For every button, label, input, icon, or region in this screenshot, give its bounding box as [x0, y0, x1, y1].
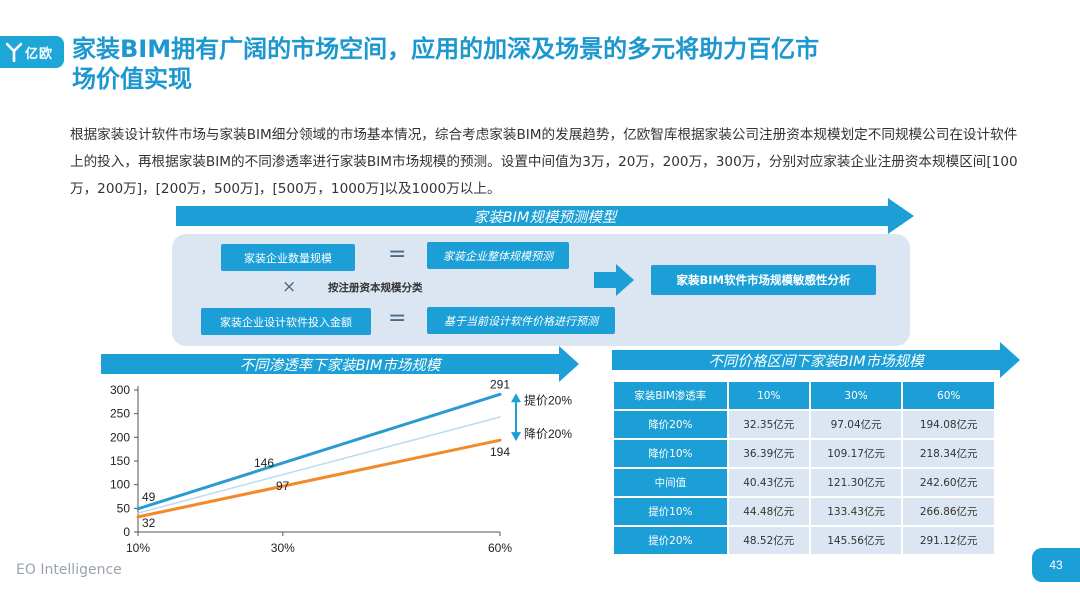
table-cell: 40.43亿元 — [728, 469, 809, 496]
table-cell: 121.30亿元 — [810, 469, 902, 496]
table-header-cell: 30% — [810, 382, 902, 409]
series-line — [136, 438, 502, 519]
y-tick-label: 100 — [110, 478, 130, 492]
arrow-up-icon — [511, 393, 521, 403]
table-header-cell: 10% — [728, 382, 809, 409]
series-line — [136, 392, 502, 511]
price-range-table: 家装BIM渗透率 10% 30% 60% 降价20% 32.35亿元 97.04… — [612, 380, 996, 556]
table-cell: 133.43亿元 — [810, 498, 902, 525]
data-label: 49 — [142, 490, 156, 504]
data-label: 291 — [490, 378, 510, 391]
table-header-cell: 家装BIM渗透率 — [614, 382, 727, 409]
row-header: 降价20% — [614, 411, 727, 438]
box-price-prediction: 基于当前设计软件价格进行预测 — [427, 307, 615, 334]
y-logo-icon — [5, 42, 23, 63]
y-tick-label: 50 — [117, 501, 131, 515]
series-line — [137, 416, 501, 514]
table-banner: 不同价格区间下家装BIM市场规模 — [612, 342, 1020, 378]
table-cell: 109.17亿元 — [810, 440, 902, 467]
table-header-cell: 60% — [903, 382, 994, 409]
classify-label: 按注册资本规模分类 — [328, 282, 423, 294]
model-banner: 家装BIM规模预测模型 — [176, 198, 914, 234]
box-software-investment: 家装企业设计软件投入金额 — [201, 308, 371, 335]
table-cell: 266.86亿元 — [903, 498, 994, 525]
page-title: 家装BIM拥有广阔的市场空间，应用的加深及场景的多元将助力百亿市场价值实现 — [72, 35, 820, 93]
chart-banner-label: 不同渗透率下家装BIM市场规模 — [239, 357, 441, 374]
box-enterprise-count: 家装企业数量规模 — [221, 244, 355, 271]
y-tick-label: 0 — [123, 525, 130, 539]
data-label: 194 — [490, 445, 510, 459]
row-header: 提价20% — [614, 527, 727, 554]
x-tick-label: 60% — [488, 541, 512, 555]
table-row: 提价10% 44.48亿元 133.43亿元 266.86亿元 — [614, 498, 994, 525]
box-enterprise-scale: 家装企业整体规模预测 — [427, 242, 569, 269]
logo-text: 亿欧 — [25, 46, 54, 62]
table-cell: 36.39亿元 — [728, 440, 809, 467]
row-header: 提价10% — [614, 498, 727, 525]
footer-brand: EO Intelligence — [16, 562, 122, 578]
annotation-label: 降价20% — [524, 427, 572, 441]
table-row: 中间值 40.43亿元 121.30亿元 242.60亿元 — [614, 469, 994, 496]
model-banner-label: 家装BIM规模预测模型 — [473, 209, 617, 226]
row-header: 降价10% — [614, 440, 727, 467]
row-header: 中间值 — [614, 469, 727, 496]
intro-paragraph: 根据家装设计软件市场与家装BIM细分领域的市场基本情况，综合考虑家装BIM的发展… — [70, 127, 1018, 197]
data-label: 146 — [254, 456, 274, 470]
table-cell: 242.60亿元 — [903, 469, 994, 496]
table-row: 提价20% 48.52亿元 145.56亿元 291.12亿元 — [614, 527, 994, 554]
table-cell: 194.08亿元 — [903, 411, 994, 438]
y-tick-label: 200 — [110, 430, 130, 444]
table-row: 降价20% 32.35亿元 97.04亿元 194.08亿元 — [614, 411, 994, 438]
annotation-label: 提价20% — [524, 392, 572, 407]
x-tick-label: 30% — [271, 541, 295, 555]
chart-banner: 不同渗透率下家装BIM市场规模 — [101, 346, 579, 382]
arrow-down-icon — [511, 432, 521, 442]
data-label: 32 — [142, 516, 156, 530]
right-arrow-icon — [594, 264, 634, 296]
equals-sign-1: = — [388, 242, 407, 267]
table-cell: 32.35亿元 — [728, 411, 809, 438]
table-cell: 291.12亿元 — [903, 527, 994, 554]
y-tick-label: 150 — [110, 454, 130, 468]
y-tick-label: 300 — [110, 383, 130, 397]
equals-sign-2: = — [388, 306, 407, 331]
table-banner-label: 不同价格区间下家装BIM市场规模 — [708, 353, 924, 370]
table-cell: 145.56亿元 — [810, 527, 902, 554]
table-cell: 97.04亿元 — [810, 411, 902, 438]
multiply-sign: × — [282, 277, 297, 297]
logo: 亿欧 — [0, 36, 64, 68]
table-row: 降价10% 36.39亿元 109.17亿元 218.34亿元 — [614, 440, 994, 467]
table-cell: 44.48亿元 — [728, 498, 809, 525]
x-tick-label: 10% — [126, 541, 150, 555]
box-sensitivity-analysis: 家装BIM软件市场规模敏感性分析 — [651, 265, 876, 295]
data-label: 97 — [276, 479, 290, 493]
table-cell: 48.52亿元 — [728, 527, 809, 554]
table-header-row: 家装BIM渗透率 10% 30% 60% — [614, 382, 994, 409]
page-number: 43 — [1032, 548, 1080, 582]
table-cell: 218.34亿元 — [903, 440, 994, 467]
y-tick-label: 250 — [110, 407, 130, 421]
